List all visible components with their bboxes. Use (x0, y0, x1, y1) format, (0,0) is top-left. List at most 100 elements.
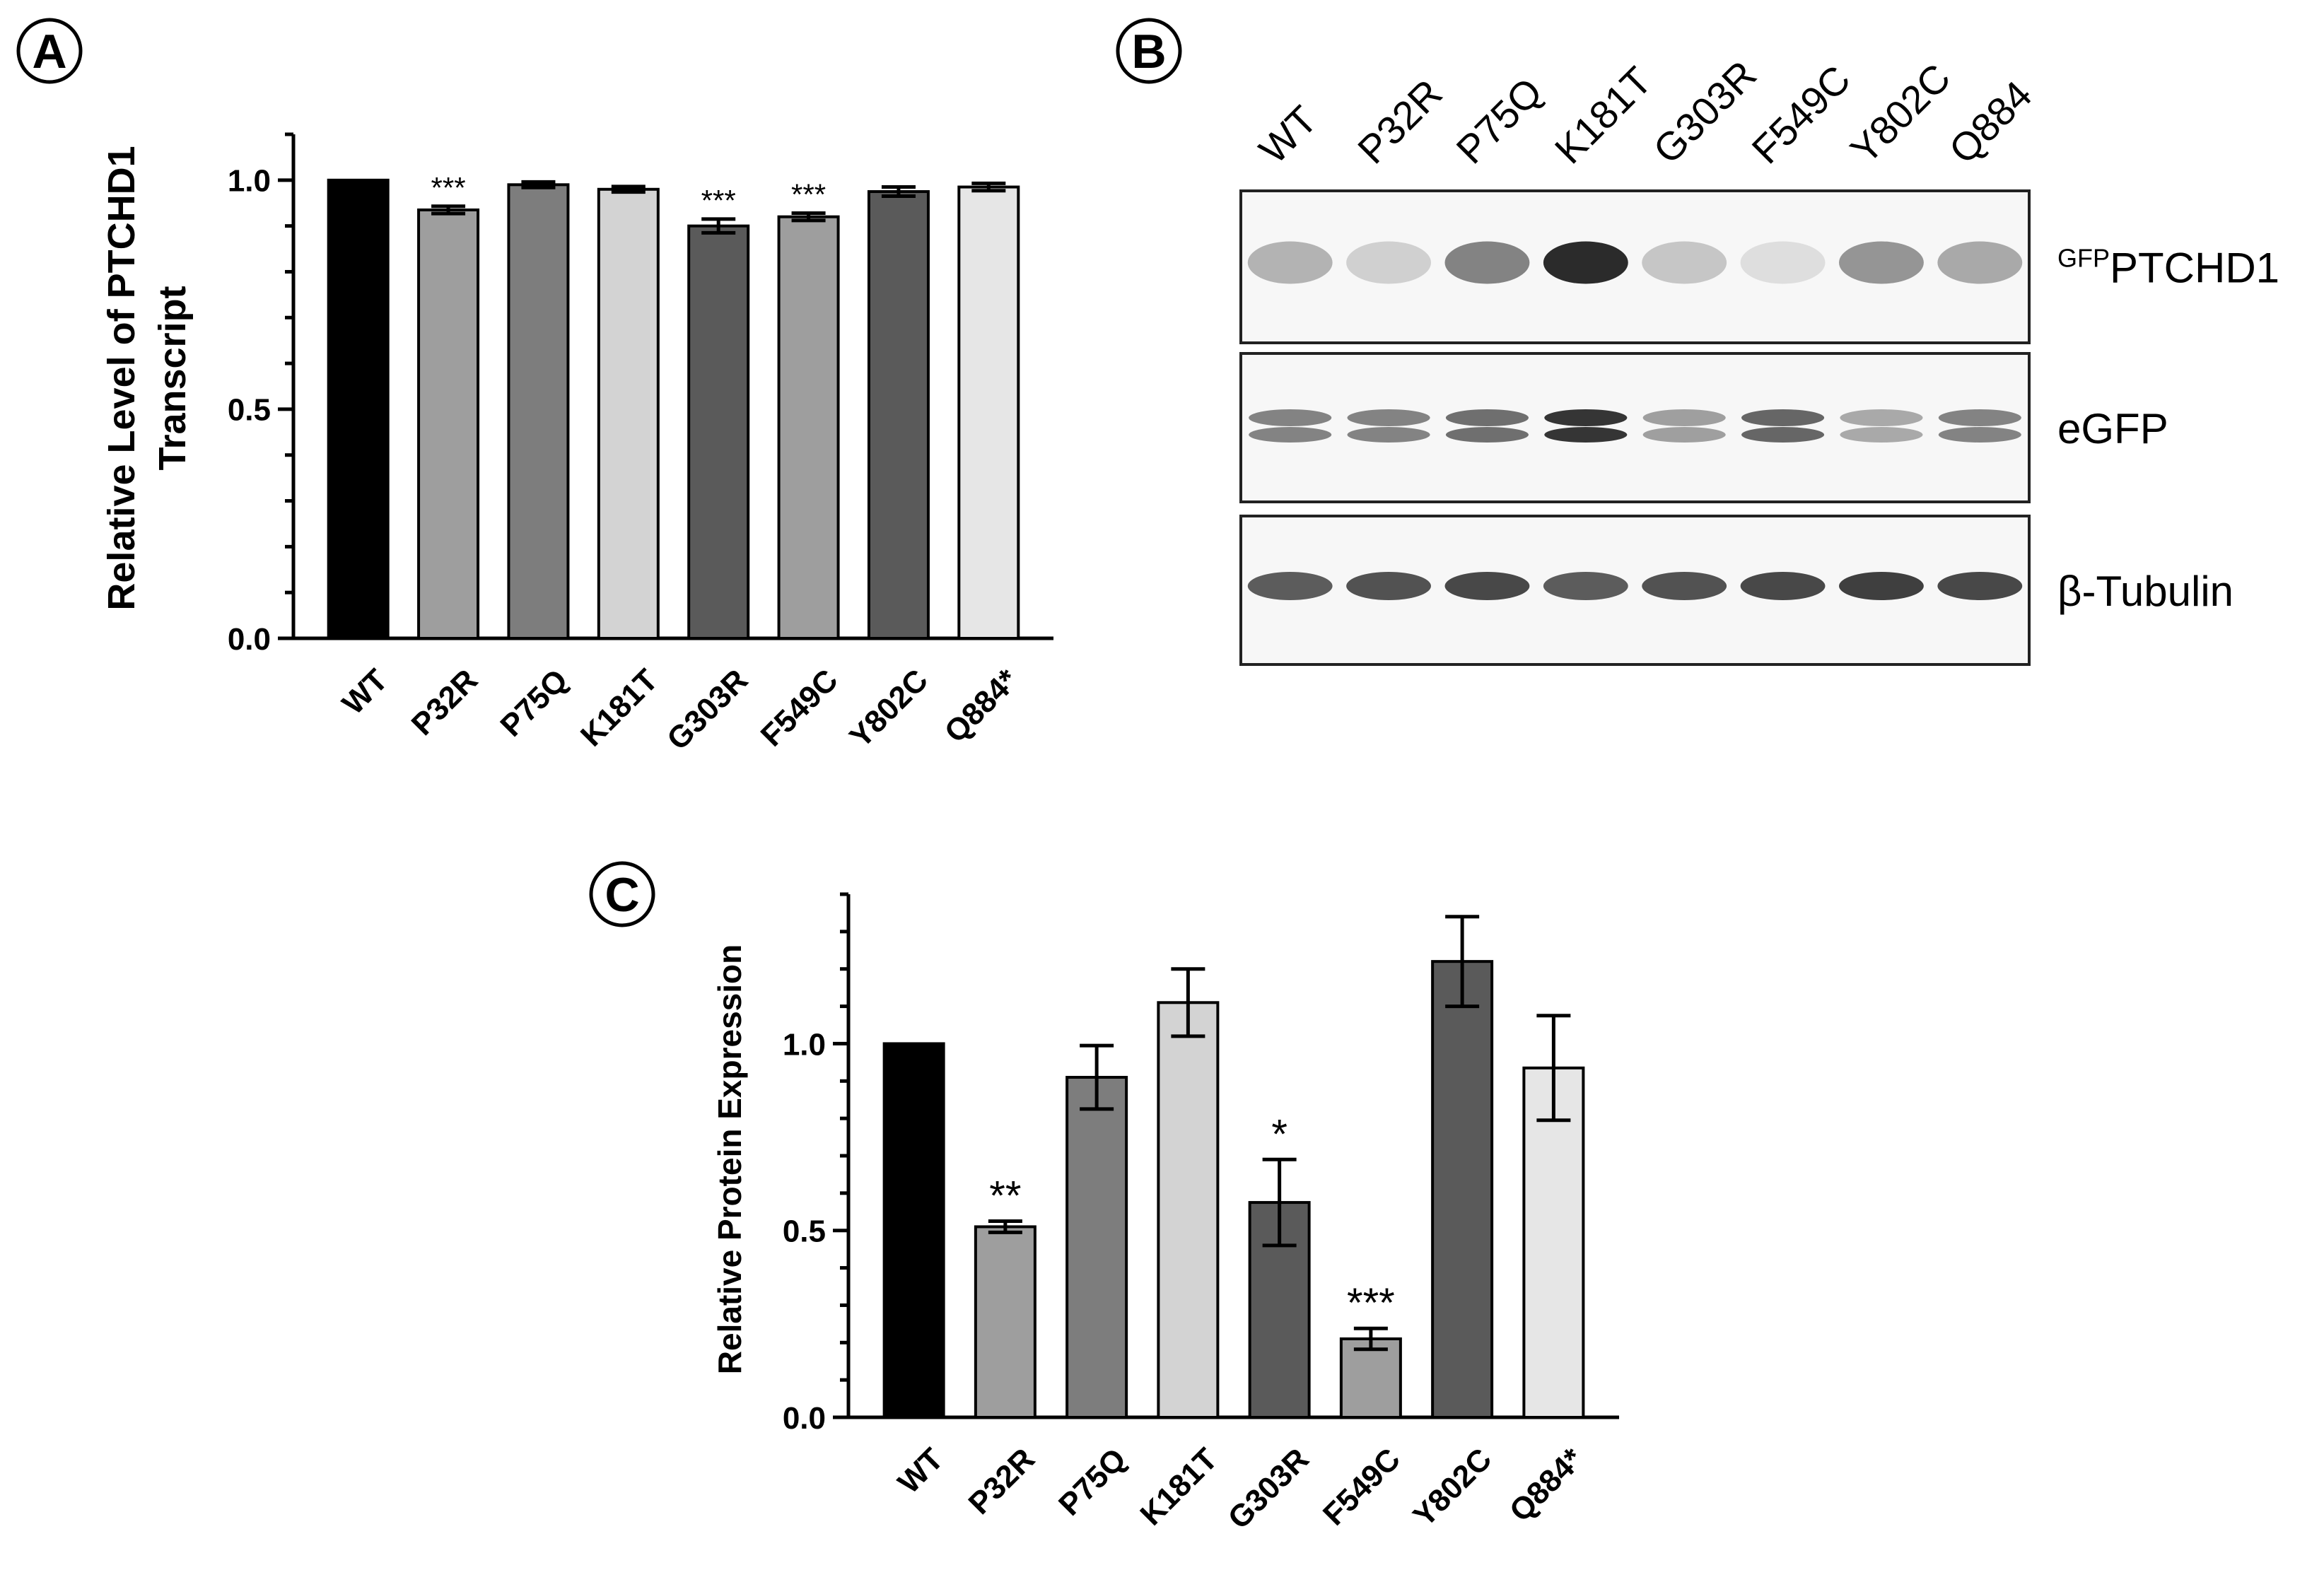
panel-a-bar-p75q (507, 183, 570, 640)
panel-a-y-tick-label: 1.0 (228, 164, 271, 199)
blot-band-upper (1938, 409, 2021, 426)
blot-band (1247, 572, 1333, 600)
panel-a-plot: 0.0 0.5 1.0 WT *** P32R P75Q K181T *** G303R *** F5… (228, 132, 1053, 757)
panel-c-category-label-g303r: G303R (1222, 1441, 1316, 1535)
panel-c-category-label-y802c: Y802C (1406, 1441, 1498, 1533)
panel-c-significance-p32r: ** (989, 1173, 1021, 1219)
blot-band-lower (1445, 427, 1529, 443)
panel-a-bar-q884 (957, 185, 1020, 640)
panel-a-bar-g303r (687, 224, 750, 640)
blot-row-label: GFPPTCHD1 (2057, 244, 2279, 292)
blot-band (1346, 241, 1431, 284)
panel-a-significance-p32r: *** (431, 171, 466, 204)
blot-row--tubulin: β-Tubulin (1239, 515, 2234, 666)
panel-a-y-tick-label: 0.5 (228, 393, 271, 428)
panel-c-category-label-q884: Q884* (1503, 1441, 1590, 1528)
blot-band (1642, 572, 1727, 600)
blot-band (1642, 241, 1727, 284)
panel-a-category-label-k181t: K181T (574, 662, 665, 753)
blot-lane-label-g303r: G303R (1645, 52, 1765, 172)
blot-lane-label-wt: WT (1251, 97, 1326, 172)
panel-a-y-tick-label: 0.0 (228, 622, 271, 657)
blot-band (1740, 572, 1826, 600)
blot-band-upper (1642, 409, 1726, 426)
blot-band (1543, 572, 1628, 600)
panel-c-category-label-wt: WT (892, 1441, 950, 1500)
blot-band (1444, 572, 1530, 600)
blot-band (1937, 241, 2023, 284)
blot-band (1346, 572, 1431, 600)
blot-band (1247, 241, 1333, 284)
panel-c-bar-y802c (1431, 960, 1494, 1419)
panel-a-badge (16, 18, 83, 84)
panel-a: A Relative Level of PTCHD1 Transcript 0.… (16, 18, 1053, 757)
panel-c-badge (589, 861, 655, 927)
blot-band (1839, 572, 1924, 600)
blot-row-label: β-Tubulin (2057, 568, 2234, 615)
panel-c-bar-p32r (974, 1225, 1037, 1419)
panel-b-badge (1116, 18, 1182, 84)
panel-c-bar-p75q (1065, 1076, 1128, 1419)
panel-a-bar-y802c (867, 190, 930, 640)
blot-band-upper (1249, 409, 1332, 426)
blot-row-label-main: β-Tubulin (2057, 568, 2234, 615)
panel-a-category-label-p75q: P75Q (494, 662, 574, 743)
blot-band (1543, 241, 1628, 284)
panel-a-significance-f549c: *** (791, 177, 826, 211)
blot-band-lower (1741, 427, 1825, 443)
blot-band-upper (1840, 409, 1923, 426)
panel-c-significance-f549c: *** (1347, 1280, 1395, 1326)
panel-c-category-label-f549c: F549C (1316, 1441, 1407, 1532)
panel-a-significance-g303r: *** (701, 184, 736, 217)
panel-c-y-tick-label: 1.0 (783, 1027, 826, 1062)
panel-c-label: C (605, 868, 639, 922)
panel-c-plot: 0.0 0.5 1.0 WT ** P32R P75Q K181T * G303R *** F549C… (783, 892, 1619, 1536)
blot-band (1740, 241, 1826, 284)
panel-a-label: A (32, 25, 66, 78)
panel-c-category-label-p32r: P32R (962, 1441, 1041, 1521)
panel-a-category-label-y802c: Y802C (843, 662, 935, 754)
panel-c-y-axis-label: Relative Protein Expression (711, 944, 748, 1374)
blot-row-label-main: PTCHD1 (2110, 245, 2279, 292)
panel-c-bar-wt (882, 1042, 945, 1419)
panel-a-y-axis-label-line2: Transcript (151, 286, 194, 470)
panel-a-bar-f549c (777, 215, 840, 640)
panel-c-category-label-p75q: P75Q (1052, 1441, 1133, 1522)
blot-row-label: eGFP (2057, 405, 2168, 452)
blot-band-upper (1741, 409, 1825, 426)
blot-lane-label-k181t: K181T (1546, 58, 1660, 172)
blot-band-upper (1347, 409, 1430, 426)
panel-a-bar-p32r (417, 208, 480, 640)
panel-a-category-label-g303r: G303R (660, 662, 754, 756)
blot-band-upper (1445, 409, 1529, 426)
blot-band (1937, 572, 2023, 600)
blot-rows: GFPPTCHD1 eGFP β-Tubulin (1239, 189, 2279, 666)
panel-c-bar-k181t (1157, 1001, 1220, 1419)
blot-band-lower (1544, 427, 1628, 443)
blot-band-lower (1249, 427, 1332, 443)
blot-lane-label-p32r: P32R (1349, 71, 1451, 172)
panel-c: C Relative Protein Expression 0.0 0.5 1.0 W… (589, 861, 1619, 1536)
blot-band-lower (1642, 427, 1726, 443)
panel-c-significance-g303r: * (1271, 1111, 1287, 1157)
panel-b-label: B (1131, 25, 1166, 78)
blot-row-egfp: eGFP (1239, 352, 2168, 503)
panel-a-category-label-p32r: P32R (405, 662, 484, 742)
panel-c-bar-f549c (1339, 1337, 1402, 1419)
blot-band-upper (1544, 409, 1628, 426)
panel-a-y-axis-label-line1: Relative Level of PTCHD1 (100, 146, 143, 610)
blot-band-lower (1840, 427, 1923, 443)
blot-frame (1239, 352, 2031, 503)
panel-a-category-label-f549c: F549C (754, 662, 845, 753)
panel-c-category-label-k181t: K181T (1133, 1441, 1224, 1532)
panel-a-bar-wt (327, 178, 390, 640)
blot-band-lower (1347, 427, 1430, 443)
blot-band (1444, 241, 1530, 284)
panel-c-y-tick-label: 0.0 (783, 1401, 826, 1436)
blot-lane-label-y802c: Y802C (1842, 55, 1959, 172)
blot-band (1839, 241, 1924, 284)
blot-row-label-superscript: GFP (2057, 244, 2110, 273)
